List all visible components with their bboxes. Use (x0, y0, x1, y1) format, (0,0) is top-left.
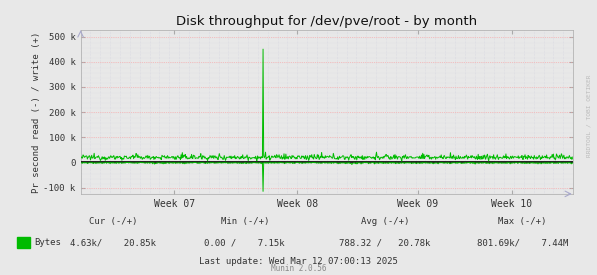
Text: 788.32 /   20.78k: 788.32 / 20.78k (339, 238, 431, 247)
Text: Avg (-/+): Avg (-/+) (361, 217, 410, 226)
Text: Min (-/+): Min (-/+) (220, 217, 269, 226)
Text: Bytes: Bytes (34, 238, 61, 247)
Y-axis label: Pr second read (-) / write (+): Pr second read (-) / write (+) (32, 31, 41, 193)
Text: Max (-/+): Max (-/+) (498, 217, 547, 226)
Text: 4.63k/    20.85k: 4.63k/ 20.85k (70, 238, 156, 247)
Text: 0.00 /    7.15k: 0.00 / 7.15k (204, 238, 285, 247)
Text: RRDTOOL / TOBI OETIKER: RRDTOOL / TOBI OETIKER (586, 74, 591, 157)
Text: Last update: Wed Mar 12 07:00:13 2025: Last update: Wed Mar 12 07:00:13 2025 (199, 257, 398, 266)
Title: Disk throughput for /dev/pve/root - by month: Disk throughput for /dev/pve/root - by m… (176, 15, 478, 28)
Text: 801.69k/    7.44M: 801.69k/ 7.44M (476, 238, 568, 247)
Text: Cur (-/+): Cur (-/+) (89, 217, 138, 226)
Text: Munin 2.0.56: Munin 2.0.56 (271, 264, 326, 273)
